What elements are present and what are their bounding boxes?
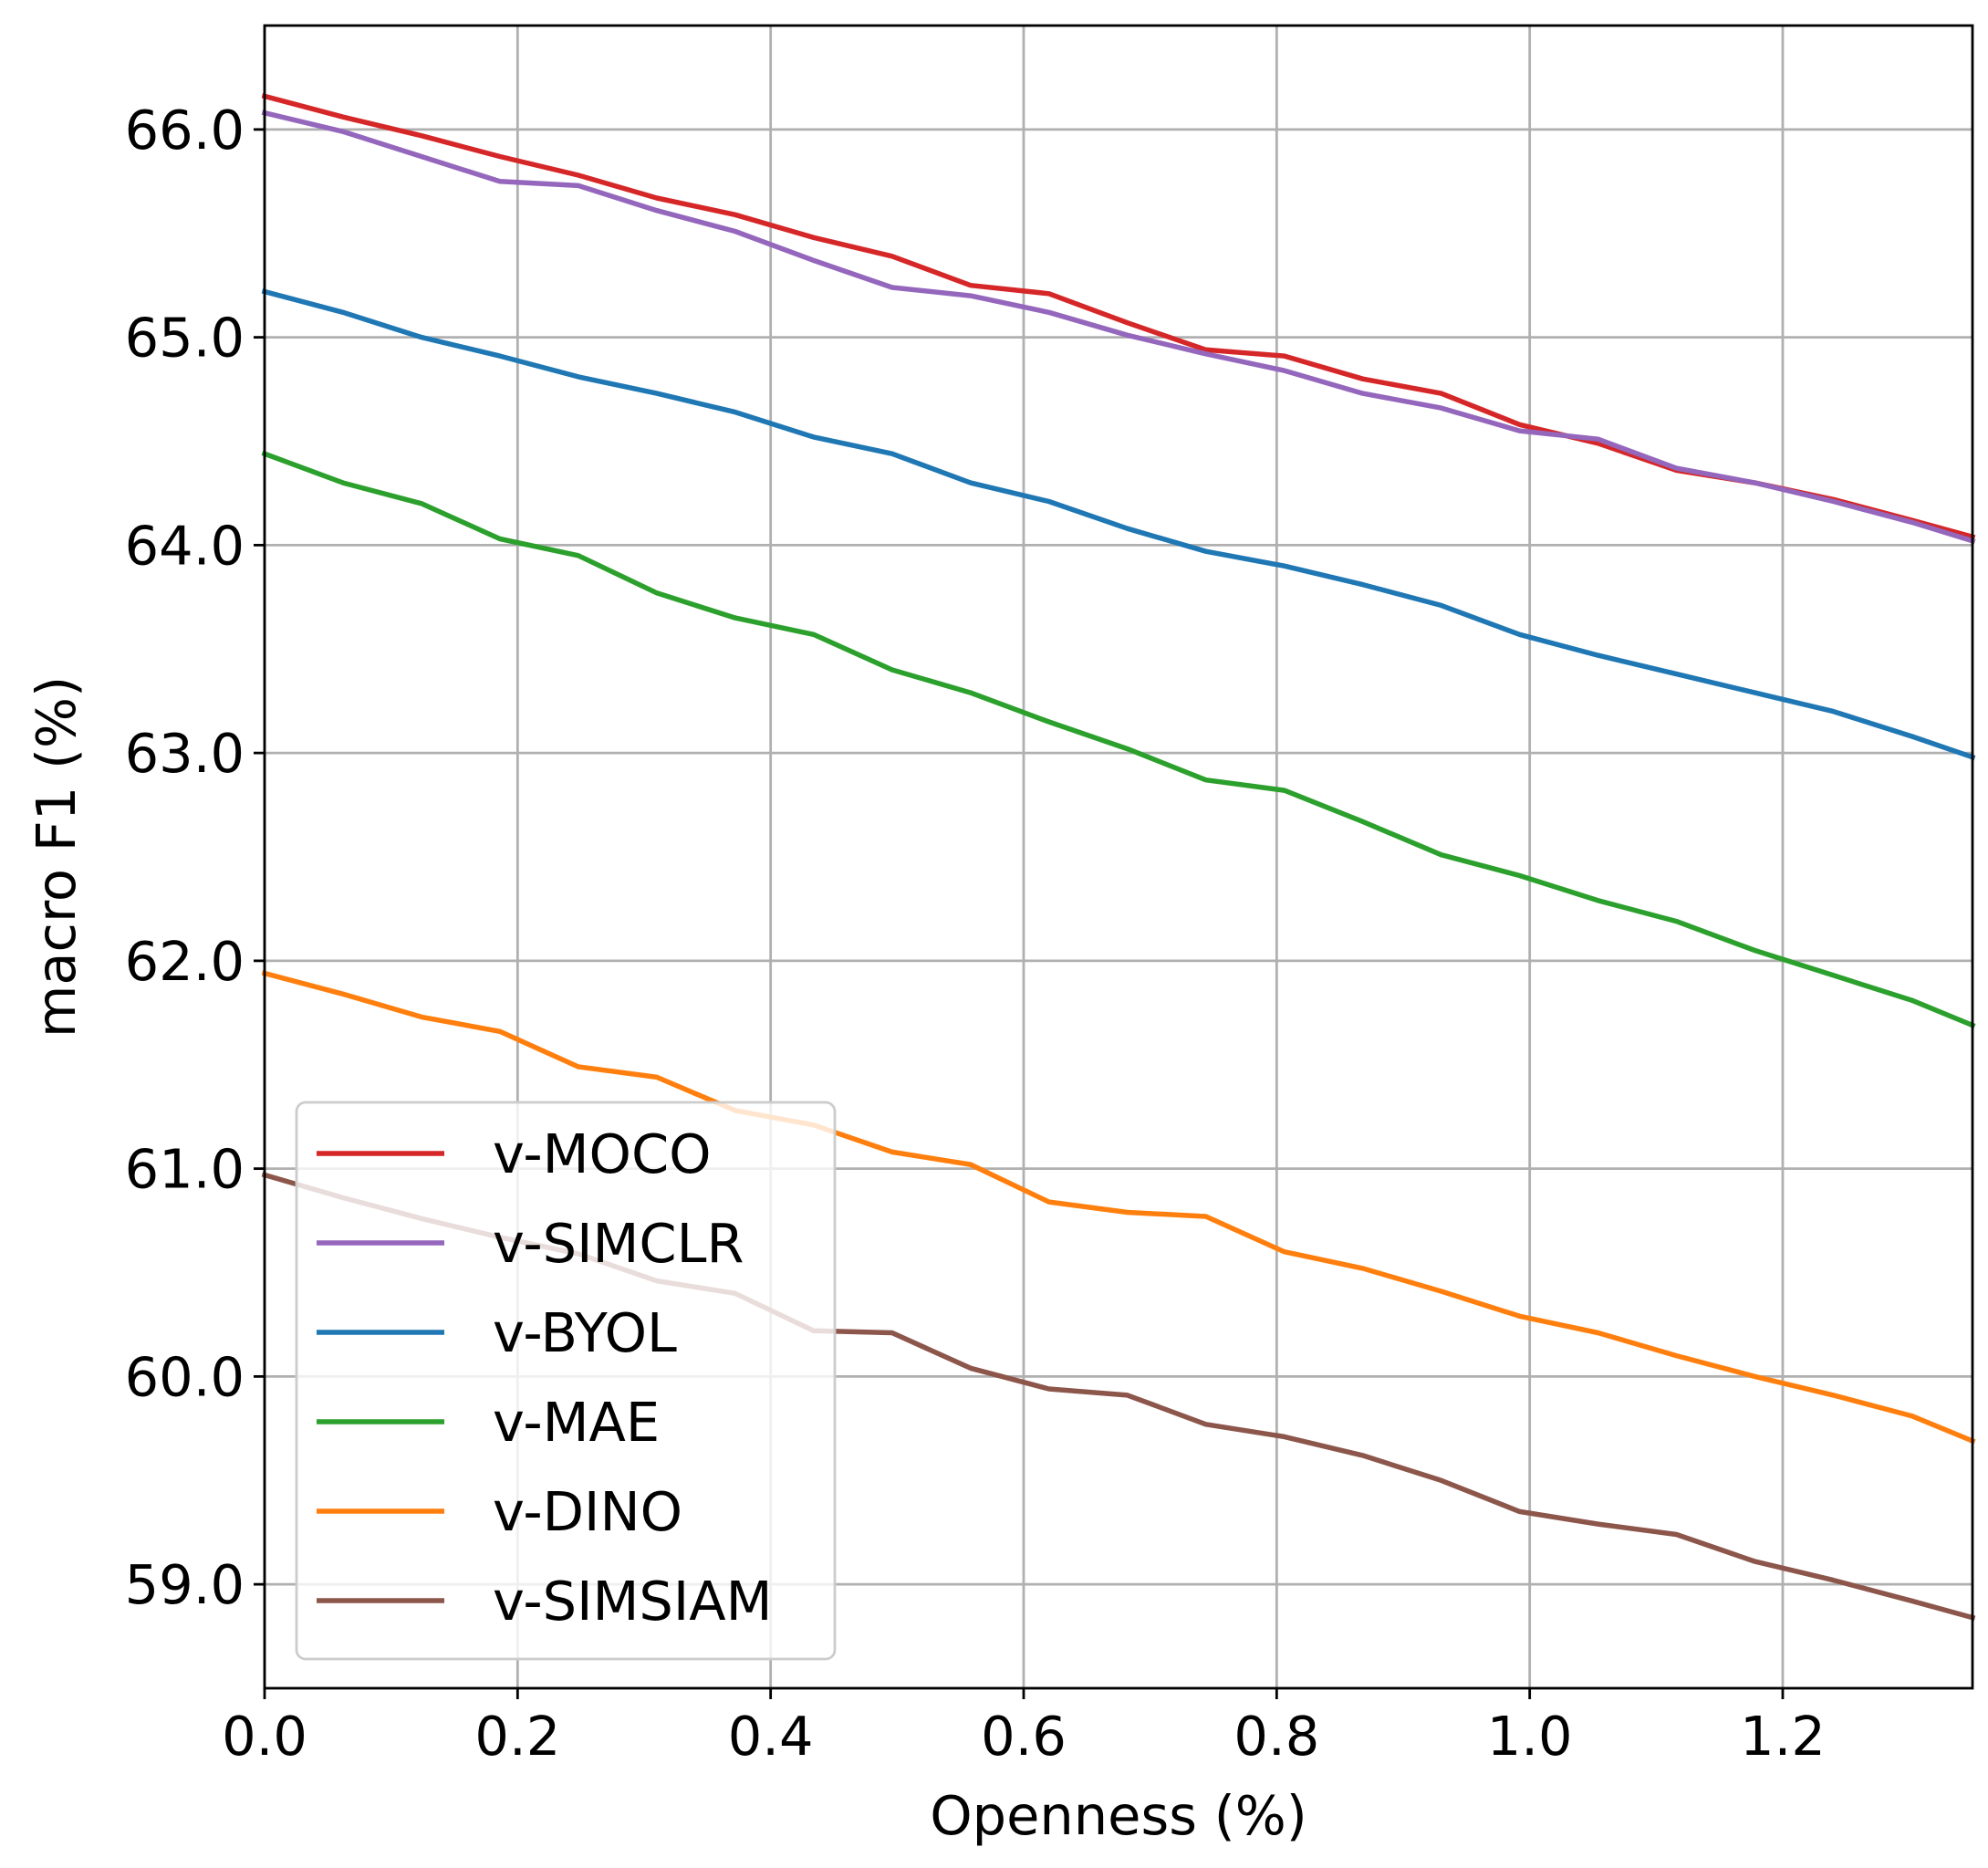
y-tick-label: 61.0 bbox=[125, 1138, 245, 1201]
legend-label-v-moco: v-MOCO bbox=[493, 1122, 712, 1185]
y-tick-label: 62.0 bbox=[125, 930, 245, 993]
y-tick-label: 65.0 bbox=[125, 307, 245, 370]
legend-label-v-simclr: v-SIMCLR bbox=[493, 1212, 744, 1275]
y-tick-label: 59.0 bbox=[125, 1553, 245, 1616]
x-tick-label: 0.2 bbox=[474, 1705, 560, 1768]
x-tick-label: 0.6 bbox=[981, 1705, 1067, 1768]
legend-label-v-byol: v-BYOL bbox=[493, 1301, 677, 1364]
x-tick-label: 1.0 bbox=[1487, 1705, 1573, 1768]
legend-label-v-dino: v-DINO bbox=[493, 1480, 682, 1543]
x-tick-label: 0.0 bbox=[222, 1705, 307, 1768]
legend-label-v-mae: v-MAE bbox=[493, 1391, 660, 1454]
y-tick-label: 64.0 bbox=[125, 514, 245, 577]
series-line-v-byol bbox=[265, 292, 1972, 757]
x-axis-label: Openness (%) bbox=[930, 1784, 1307, 1847]
y-tick-label: 66.0 bbox=[125, 99, 245, 162]
series-line-v-mae bbox=[265, 454, 1972, 1025]
x-tick-label: 1.2 bbox=[1740, 1705, 1826, 1768]
legend: v-MOCO v-SIMCLR v-BYOL v-MAE v-DINO v-SIMSIAM bbox=[297, 1102, 835, 1659]
x-tick-label: 0.4 bbox=[728, 1705, 814, 1768]
x-tick-label: 0.8 bbox=[1233, 1705, 1319, 1768]
y-axis-label: macro F1 (%) bbox=[25, 676, 88, 1038]
legend-label-v-simsiam: v-SIMSIAM bbox=[493, 1570, 773, 1633]
series-line-v-simclr bbox=[265, 113, 1972, 541]
y-tick-label: 60.0 bbox=[125, 1345, 245, 1408]
y-tick-label: 63.0 bbox=[125, 722, 245, 785]
series-line-v-moco bbox=[265, 96, 1972, 537]
